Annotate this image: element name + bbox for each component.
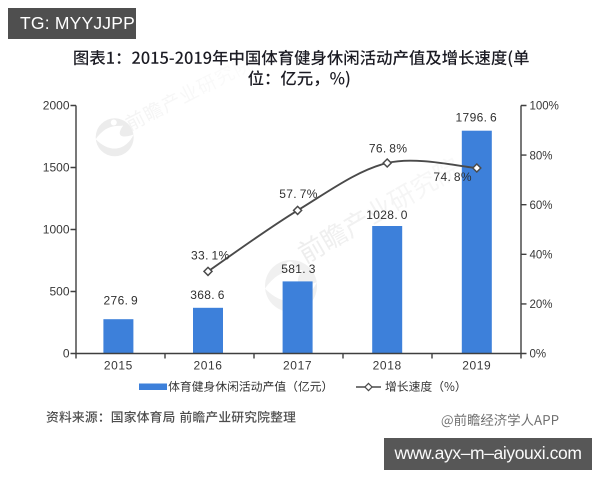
svg-text:2017: 2017 <box>283 359 312 373</box>
svg-text:74. 8%: 74. 8% <box>433 170 472 184</box>
svg-text:368. 6: 368. 6 <box>190 288 225 302</box>
svg-text:0%: 0% <box>530 349 547 361</box>
svg-text:33. 1%: 33. 1% <box>191 249 230 263</box>
svg-text:60%: 60% <box>530 200 553 212</box>
svg-text:0: 0 <box>63 347 70 361</box>
svg-text:2018: 2018 <box>373 359 402 373</box>
svg-text:80%: 80% <box>530 150 553 162</box>
svg-text:2019: 2019 <box>462 359 491 373</box>
svg-text:276. 9: 276. 9 <box>104 294 139 308</box>
svg-text:2016: 2016 <box>193 359 222 373</box>
svg-text:1500: 1500 <box>43 161 70 175</box>
svg-text:40%: 40% <box>530 250 553 262</box>
svg-text:57. 7%: 57. 7% <box>279 187 318 201</box>
svg-text:100%: 100% <box>530 101 559 113</box>
svg-text:20%: 20% <box>530 299 553 311</box>
svg-text:2000: 2000 <box>43 99 70 113</box>
svg-text:500: 500 <box>49 285 69 299</box>
svg-text:2015: 2015 <box>104 359 133 373</box>
svg-text:1028. 0: 1028. 0 <box>366 208 408 222</box>
svg-text:76. 8%: 76. 8% <box>369 141 408 155</box>
svg-text:1796. 6: 1796. 6 <box>456 111 498 125</box>
svg-text:581. 3: 581. 3 <box>281 262 316 276</box>
svg-text:1000: 1000 <box>43 223 70 237</box>
